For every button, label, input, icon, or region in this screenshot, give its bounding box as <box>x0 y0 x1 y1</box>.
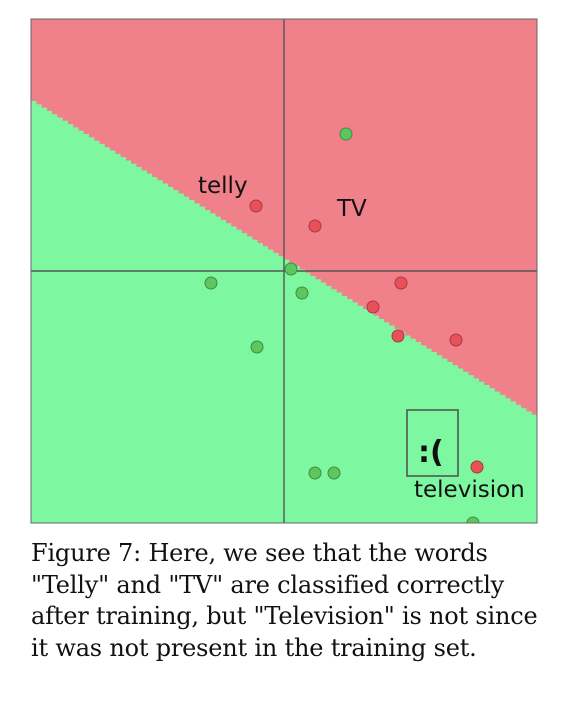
positive-word-point <box>366 300 380 314</box>
negative-word-point <box>308 466 322 480</box>
frown-label: :( <box>418 435 444 470</box>
negative-word-point <box>204 276 218 290</box>
negative-word-point <box>284 262 298 276</box>
television-label: television <box>414 477 525 503</box>
decision-boundary-plot: telly TV :( television <box>30 18 538 524</box>
word-points <box>204 127 484 523</box>
figure-caption: Figure 7: Here, we see that the words "T… <box>31 539 538 662</box>
positive-word-point <box>391 329 405 343</box>
classifier-figure: telly TV :( television <box>30 18 538 524</box>
negative-word-point <box>250 340 264 354</box>
positive-word-point <box>308 219 322 233</box>
positive-word-point <box>470 460 484 474</box>
positive-word-point <box>394 276 408 290</box>
telly-label: telly <box>198 173 248 199</box>
positive-word-point <box>449 333 463 347</box>
negative-word-point <box>466 516 480 523</box>
negative-word-point <box>295 286 309 300</box>
positive-word-point <box>249 199 263 213</box>
misclassified-highlight-box <box>406 409 459 477</box>
plot-frame <box>30 18 538 524</box>
tv-label: TV <box>336 196 367 222</box>
negative-word-point <box>339 127 353 141</box>
negative-word-point <box>327 466 341 480</box>
